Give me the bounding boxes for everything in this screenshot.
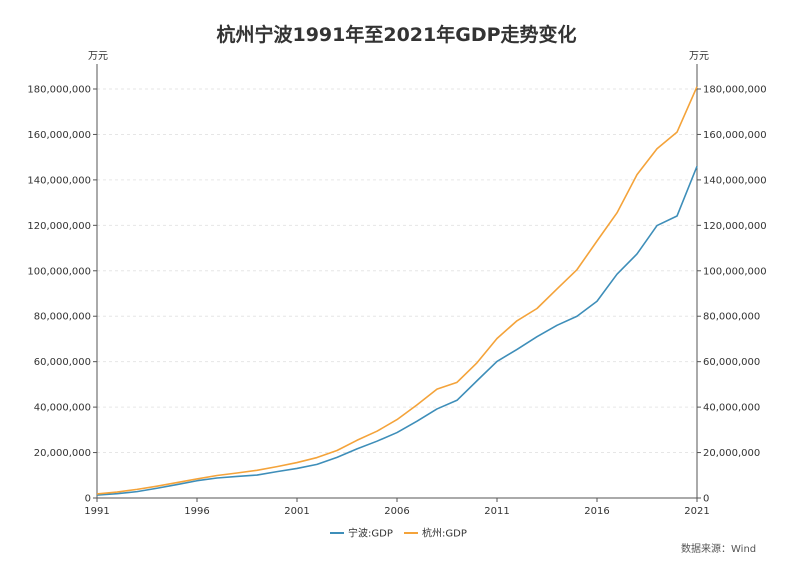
x-tick-label: 2011 bbox=[484, 506, 509, 517]
y-tick-label-right: 0 bbox=[703, 494, 709, 505]
y-tick-label-left: 80,000,000 bbox=[34, 312, 91, 323]
x-tick-label: 1996 bbox=[184, 506, 209, 517]
y-tick-label-right: 180,000,000 bbox=[703, 85, 767, 96]
y-tick-label-right: 80,000,000 bbox=[703, 312, 760, 323]
y-tick-label-left: 160,000,000 bbox=[27, 130, 91, 141]
series-line-0 bbox=[96, 165, 698, 496]
y-tick-label-right: 100,000,000 bbox=[703, 266, 767, 277]
y-tick-label-right: 160,000,000 bbox=[703, 130, 767, 141]
chart-title: 杭州宁波1991年至2021年GDP走势变化 bbox=[216, 24, 577, 46]
y-tick-label-right: 40,000,000 bbox=[703, 403, 760, 414]
data-source-note: 数据来源：Wind bbox=[681, 544, 757, 555]
x-tick-label: 2006 bbox=[384, 506, 409, 517]
y-tick-label-left: 0 bbox=[85, 494, 91, 505]
y-tick-label-right: 60,000,000 bbox=[703, 357, 760, 368]
y-tick-label-right: 140,000,000 bbox=[703, 175, 767, 186]
y-tick-label-left: 20,000,000 bbox=[34, 448, 91, 459]
series-line-1 bbox=[96, 86, 698, 495]
legend-label-0: 宁波:GDP bbox=[348, 527, 393, 540]
x-tick-label: 2016 bbox=[584, 506, 609, 517]
x-tick-label: 2001 bbox=[284, 506, 309, 517]
legend-label-1: 杭州:GDP bbox=[422, 527, 467, 540]
right-axis-unit: 万元 bbox=[689, 51, 709, 62]
y-tick-label-right: 120,000,000 bbox=[703, 221, 767, 232]
y-tick-label-left: 100,000,000 bbox=[27, 266, 91, 277]
y-tick-label-left: 180,000,000 bbox=[27, 85, 91, 96]
x-tick-label: 2021 bbox=[684, 506, 709, 517]
x-tick-label: 1991 bbox=[84, 506, 109, 517]
y-tick-label-left: 40,000,000 bbox=[34, 403, 91, 414]
y-tick-label-left: 140,000,000 bbox=[27, 175, 91, 186]
y-tick-label-right: 20,000,000 bbox=[703, 448, 760, 459]
y-tick-label-left: 120,000,000 bbox=[27, 221, 91, 232]
left-axis-unit: 万元 bbox=[88, 51, 108, 62]
y-tick-label-left: 60,000,000 bbox=[34, 357, 91, 368]
